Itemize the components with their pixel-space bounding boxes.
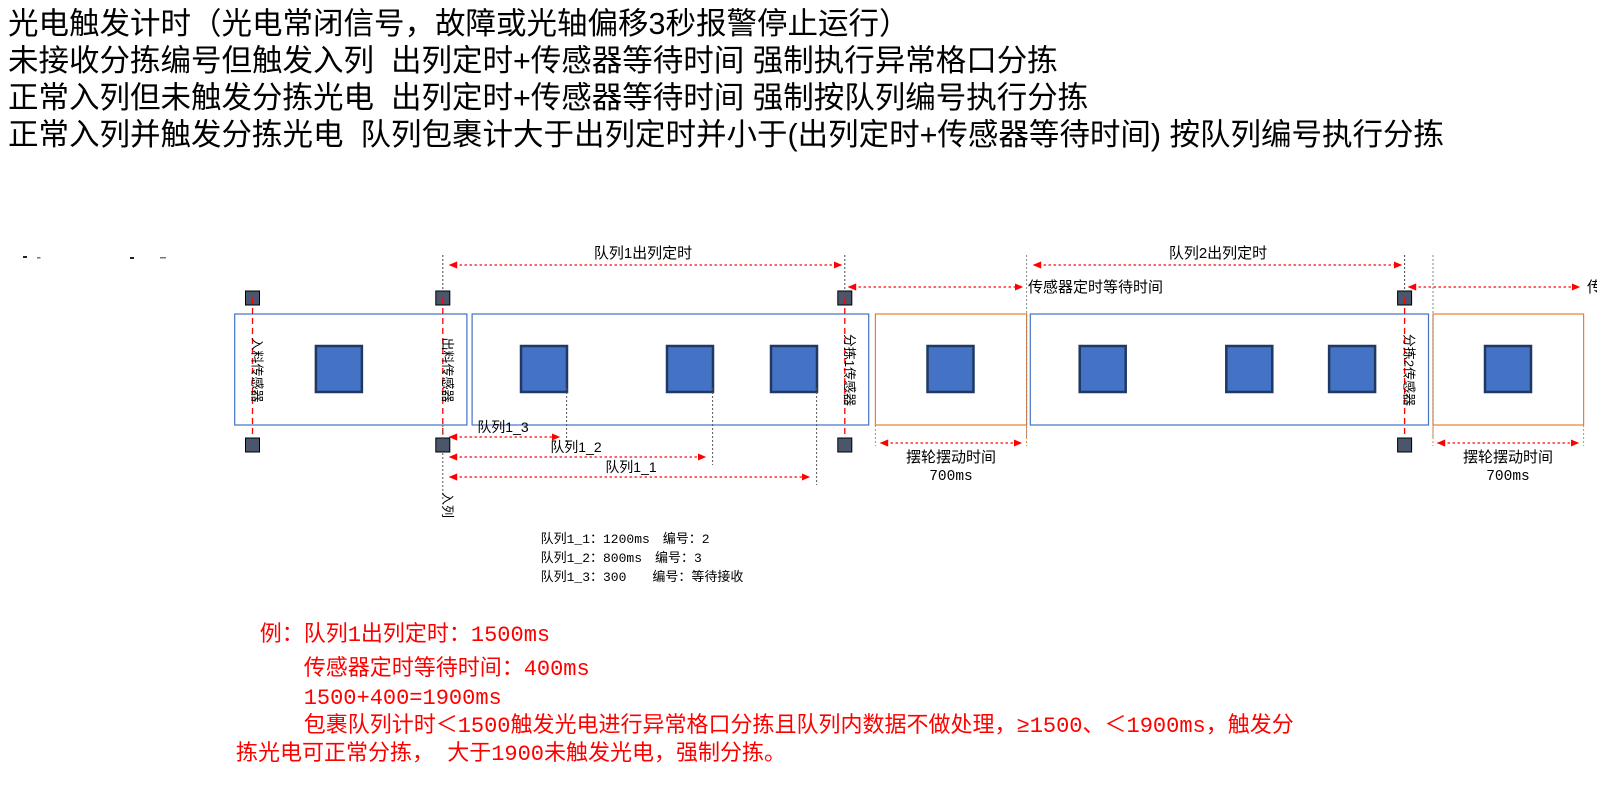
svg-text:队列1出列定时: 队列1出列定时 [594, 245, 692, 262]
svg-text:分拣2传感器: 分拣2传感器 [1402, 334, 1417, 406]
svg-text:拣光电可正常分拣， 大于1900未触发光电，强制分拣。: 拣光电可正常分拣， 大于1900未触发光电，强制分拣。 [236, 741, 786, 767]
svg-text:队列1_3: 队列1_3 [477, 419, 529, 435]
svg-text:传感器定时等待时间: 传感器定时等待时间 [1587, 278, 1597, 296]
svg-text:700ms: 700ms [1486, 469, 1530, 485]
svg-text:队列1_1: 队列1_1 [605, 459, 657, 475]
svg-text:传感器定时等待时间: 传感器定时等待时间 [1028, 278, 1163, 296]
svg-text:分拣1传感器: 分拣1传感器 [842, 334, 857, 406]
svg-text:摆轮摆动时间: 摆轮摆动时间 [1463, 449, 1553, 466]
svg-text:队列2出列定时: 队列2出列定时 [1169, 245, 1267, 262]
svg-text:入料传感器: 入料传感器 [250, 337, 265, 402]
svg-text:包裹队列计时＜1500触发光电进行异常格口分拣且队列内数据不: 包裹队列计时＜1500触发光电进行异常格口分拣且队列内数据不做处理，≥1500、… [260, 713, 1294, 739]
svg-text:摆轮摆动时间: 摆轮摆动时间 [906, 449, 996, 466]
svg-text:入列: 入列 [440, 492, 455, 518]
svg-text:传感器定时等待时间：400ms: 传感器定时等待时间：400ms [260, 656, 590, 682]
svg-text:1500+400=1900ms: 1500+400=1900ms [260, 686, 502, 711]
svg-text:出料传感器: 出料传感器 [440, 337, 455, 402]
svg-text:例：队列1出列定时：1500ms: 例：队列1出列定时：1500ms [260, 622, 550, 648]
svg-text:队列1_2：800ms 编号：3: 队列1_2：800ms 编号：3 [541, 551, 702, 566]
svg-text:700ms: 700ms [929, 469, 973, 485]
svg-text:队列1_3：300 编号：等待接收: 队列1_3：300 编号：等待接收 [541, 569, 744, 585]
svg-text:队列1_2: 队列1_2 [550, 439, 602, 455]
svg-text:队列1_1：1200ms 编号：2: 队列1_1：1200ms 编号：2 [541, 532, 710, 547]
